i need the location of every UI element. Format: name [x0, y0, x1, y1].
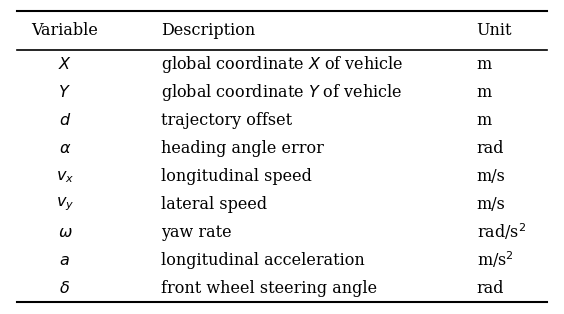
Text: m: m — [477, 112, 492, 129]
Text: m/s$^2$: m/s$^2$ — [477, 250, 513, 270]
Text: $Y$: $Y$ — [59, 84, 71, 101]
Text: Unit: Unit — [477, 22, 512, 39]
Text: global coordinate $X$ of vehicle: global coordinate $X$ of vehicle — [161, 54, 403, 75]
Text: m: m — [477, 56, 492, 73]
Text: $\alpha$: $\alpha$ — [59, 140, 71, 157]
Text: $v_y$: $v_y$ — [56, 195, 74, 213]
Text: m/s: m/s — [477, 168, 505, 185]
Text: trajectory offset: trajectory offset — [161, 112, 292, 129]
Text: $d$: $d$ — [59, 112, 71, 129]
Text: rad: rad — [477, 279, 504, 297]
Text: yaw rate: yaw rate — [161, 224, 231, 241]
Text: longitudinal acceleration: longitudinal acceleration — [161, 252, 364, 268]
Text: global coordinate $Y$ of vehicle: global coordinate $Y$ of vehicle — [161, 82, 402, 103]
Text: heading angle error: heading angle error — [161, 140, 324, 157]
Text: longitudinal speed: longitudinal speed — [161, 168, 312, 185]
Text: Variable: Variable — [32, 22, 98, 39]
Text: m/s: m/s — [477, 196, 505, 213]
Text: $a$: $a$ — [59, 252, 70, 268]
Text: m: m — [477, 84, 492, 101]
Text: Description: Description — [161, 22, 255, 39]
Text: $v_x$: $v_x$ — [56, 168, 74, 185]
Text: rad/s$^2$: rad/s$^2$ — [477, 222, 526, 242]
Text: $\delta$: $\delta$ — [59, 279, 70, 297]
Text: lateral speed: lateral speed — [161, 196, 267, 213]
Text: rad: rad — [477, 140, 504, 157]
Text: front wheel steering angle: front wheel steering angle — [161, 279, 377, 297]
Text: $X$: $X$ — [58, 56, 72, 73]
Text: $\omega$: $\omega$ — [58, 224, 72, 241]
